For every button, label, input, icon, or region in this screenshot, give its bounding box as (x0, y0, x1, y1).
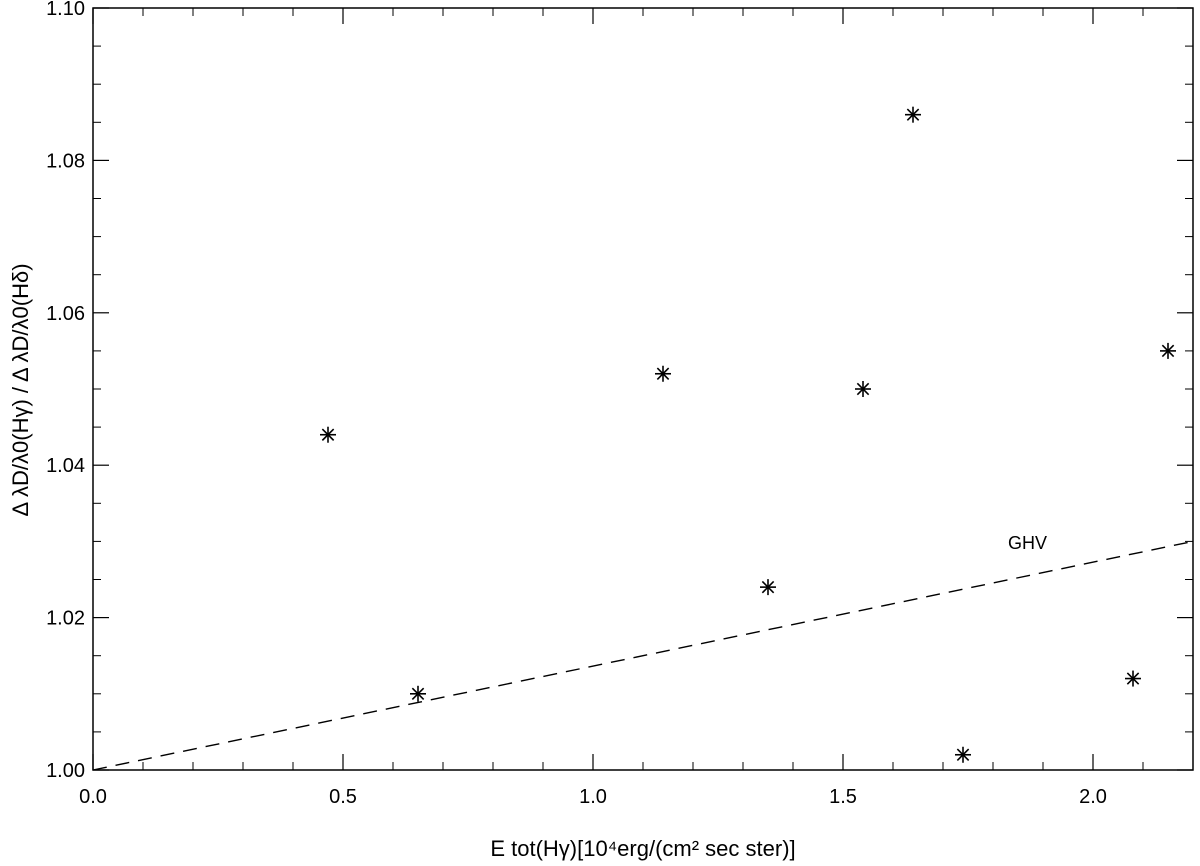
ghv-annotation: GHV (1008, 533, 1047, 553)
data-point (955, 746, 971, 763)
x-tick-label: 0.5 (329, 786, 357, 808)
x-tick-label: 2.0 (1079, 786, 1107, 808)
y-axis-label: Δ λD/λ0(Hγ) / Δ λD/λ0(Hδ) (8, 263, 33, 516)
x-axis-ticks: 0.0 0.5 1.0 1.5 2.0 (79, 8, 1144, 808)
y-tick-label: 1.10 (46, 0, 85, 20)
y-tick-label: 1.00 (46, 760, 85, 782)
data-point (655, 365, 671, 382)
y-tick-label: 1.06 (46, 303, 85, 325)
data-point (320, 426, 336, 443)
y-tick-label: 1.08 (46, 150, 85, 172)
x-axis-label: E tot(Hγ)[10⁴erg/(cm² sec ster)] (490, 836, 795, 861)
x-tick-label: 1.0 (579, 786, 607, 808)
data-point (410, 685, 426, 702)
data-point (905, 106, 921, 123)
y-axis-ticks: 1.00 1.02 1.04 1.06 1.08 1.10 (46, 0, 1193, 782)
data-points (320, 106, 1176, 763)
data-point (1160, 342, 1176, 359)
x-tick-label: 1.5 (829, 786, 857, 808)
reference-line-group (92, 540, 1194, 771)
data-point (760, 579, 776, 596)
data-point (1125, 670, 1141, 687)
data-point (855, 381, 871, 397)
ghv-reference-line (92, 540, 1194, 771)
annotations: GHV (1008, 533, 1047, 553)
y-tick-label: 1.04 (46, 455, 85, 477)
x-tick-label: 0.0 (79, 786, 107, 808)
y-tick-label: 1.02 (46, 608, 85, 630)
